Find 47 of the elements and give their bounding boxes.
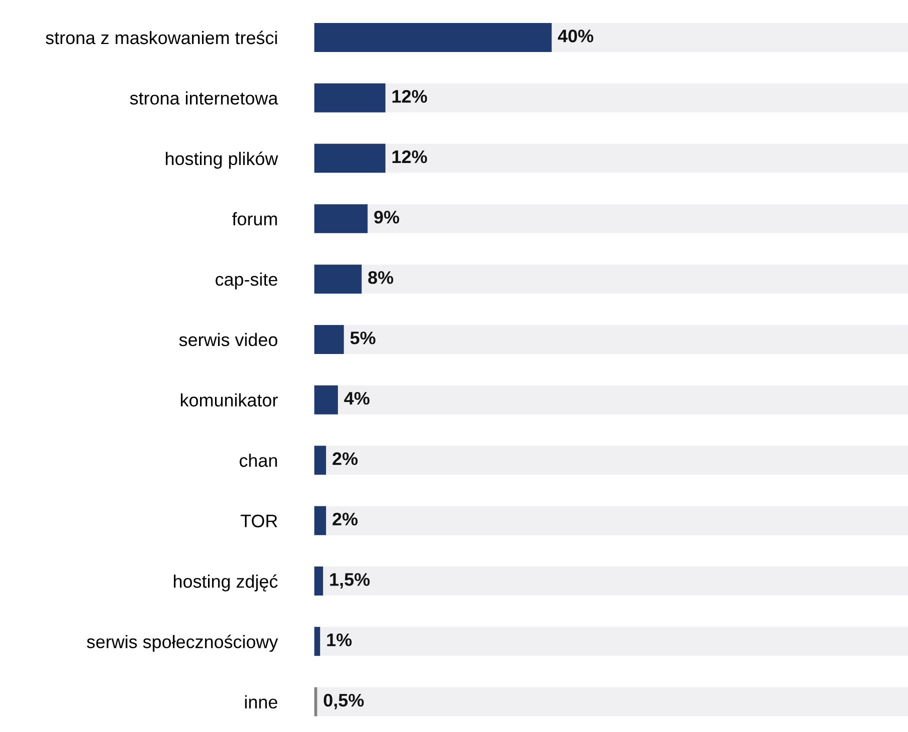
bar [552,23,908,52]
y-tick-label: chan [240,454,277,467]
y-tick-label: strona internetowa [130,91,278,105]
bar [338,385,908,414]
bar [314,626,320,656]
bar [314,264,362,294]
bar [385,144,908,173]
bar [314,446,326,475]
data-label: 2% [332,452,358,466]
data-label: 4% [344,392,370,405]
y-tick-label: serwis video [179,332,278,346]
bar [314,23,552,52]
data-label: 9% [374,210,400,224]
bar [326,446,908,475]
data-label: 1% [327,634,352,646]
bar [314,204,368,234]
y-tick-label: hosting plików [166,152,278,169]
bar [326,506,908,536]
bar [314,385,338,414]
bar [314,566,324,596]
y-tick-label: komunikator [180,393,278,407]
y-tick-label: forum [232,212,277,226]
data-label: 12% [392,90,428,103]
y-tick-label: cap-site [216,272,278,290]
data-label: 1,5% [330,573,370,588]
bar [320,626,908,656]
bar [314,506,326,536]
bar [314,144,386,173]
y-tick-label: inne [245,695,278,709]
bar [323,566,908,596]
bar [362,264,908,294]
y-tick-label: hosting zdjęć [174,574,278,592]
bar [314,324,344,354]
bar [385,83,908,112]
bar [317,687,908,716]
y-tick-label: serwis społecznościowy [86,634,278,652]
y-tick-label: strona z maskowaniem treści [46,30,277,44]
data-label: 12% [392,150,428,164]
data-label: 2% [332,512,358,526]
data-label: 8% [368,271,394,284]
data-label: 5% [350,332,376,344]
data-label: 0,5% [324,694,364,710]
y-tick-label: TOR [240,514,278,528]
bar [368,204,908,234]
data-label: 40% [558,30,594,42]
bar [314,83,386,112]
bar [344,324,908,354]
